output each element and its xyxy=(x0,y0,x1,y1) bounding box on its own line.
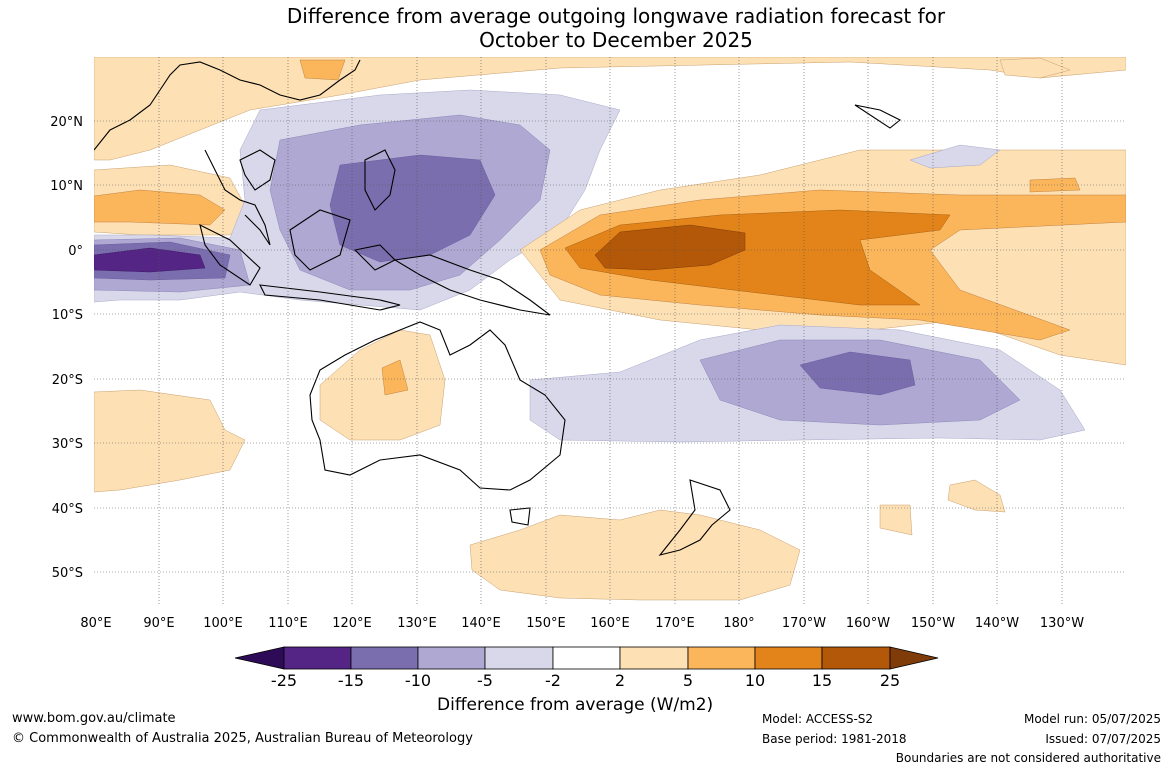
map-plot-area xyxy=(94,57,1126,604)
lat-label: 20°S xyxy=(52,373,83,388)
lat-label: 20°N xyxy=(50,115,83,130)
colorbar: -25 -15 -10 -5 -2 2 5 10 15 25 xyxy=(234,646,939,690)
colorbar-tick: -10 xyxy=(405,671,431,690)
colorbar-title: Difference from average (W/m2) xyxy=(437,695,714,715)
lon-label: 90°E xyxy=(143,616,174,631)
lat-label: 40°S xyxy=(52,502,83,517)
lat-labels: 20°N 10°N 0° 10°S 20°S 30°S 40°S 50°S xyxy=(50,115,83,581)
lon-label: 180° xyxy=(723,616,754,631)
colorbar-arrow-high xyxy=(889,646,939,670)
map-title: Difference from average outgoing longwav… xyxy=(0,4,1173,52)
lat-label: 50°S xyxy=(52,566,83,581)
lat-label: 10°N xyxy=(50,179,83,194)
colorbar-tick: -15 xyxy=(338,671,364,690)
lon-label: 120°E xyxy=(332,616,372,631)
anomaly-region-positive-north xyxy=(94,57,1126,161)
lat-label: 0° xyxy=(68,244,83,259)
colorbar-arrow-low xyxy=(234,646,285,670)
lon-label: 140°W xyxy=(975,616,1019,631)
lat-label: 10°S xyxy=(52,308,83,323)
colorbar-swatch xyxy=(283,646,352,670)
lon-label: 110°E xyxy=(268,616,308,631)
lon-labels: 80°E 90°E 100°E 110°E 120°E 130°E 140°E … xyxy=(80,616,1084,631)
website-link[interactable]: www.bom.gov.au/climate xyxy=(12,711,176,726)
coastlines xyxy=(94,59,902,556)
graticule xyxy=(94,57,1126,604)
colorbar-swatch xyxy=(552,646,621,670)
colorbar-tick: 5 xyxy=(683,671,693,690)
colorbar-tick: -2 xyxy=(545,671,561,690)
colorbar-tick: -5 xyxy=(477,671,493,690)
title-line-1: Difference from average outgoing longwav… xyxy=(286,4,946,28)
lon-label: 140°E xyxy=(461,616,501,631)
colorbar-tick: 10 xyxy=(745,671,765,690)
issued-date: Issued: 07/07/2025 xyxy=(1045,732,1161,746)
lon-label: 170°W xyxy=(782,616,826,631)
colorbar-swatch xyxy=(484,646,554,670)
colorbar-swatch xyxy=(350,646,419,670)
model-label: Model: ACCESS-S2 xyxy=(762,712,874,726)
lon-label: 130°W xyxy=(1040,616,1084,631)
colorbar-tick: 2 xyxy=(615,671,625,690)
colorbar-swatch xyxy=(754,646,823,670)
boundaries-disclaimer: Boundaries are not considered authoritat… xyxy=(895,751,1161,765)
lon-label: 160°E xyxy=(590,616,630,631)
colorbar-tick: -25 xyxy=(271,671,297,690)
lon-label: 170°E xyxy=(655,616,695,631)
model-run: Model run: 05/07/2025 xyxy=(1023,712,1161,726)
lon-label: 130°E xyxy=(397,616,437,631)
colorbar-swatch xyxy=(821,646,891,670)
colorbar-tick: 15 xyxy=(812,671,832,690)
lon-label: 80°E xyxy=(80,616,111,631)
copyright: © Commonwealth of Australia 2025, Austra… xyxy=(12,731,473,746)
colorbar-swatch xyxy=(619,646,689,670)
anomaly-region-positive-australia xyxy=(319,329,446,441)
colorbar-swatch xyxy=(687,646,756,670)
colorbar-swatch xyxy=(417,646,486,670)
lon-label: 100°E xyxy=(203,616,243,631)
lon-label: 150°W xyxy=(911,616,955,631)
lon-label: 150°E xyxy=(526,616,566,631)
title-line-2: October to December 2025 xyxy=(479,28,753,52)
lat-label: 30°S xyxy=(52,437,83,452)
colorbar-tick: 25 xyxy=(880,671,900,690)
base-period: Base period: 1981-2018 xyxy=(762,732,907,746)
lon-label: 160°W xyxy=(846,616,890,631)
